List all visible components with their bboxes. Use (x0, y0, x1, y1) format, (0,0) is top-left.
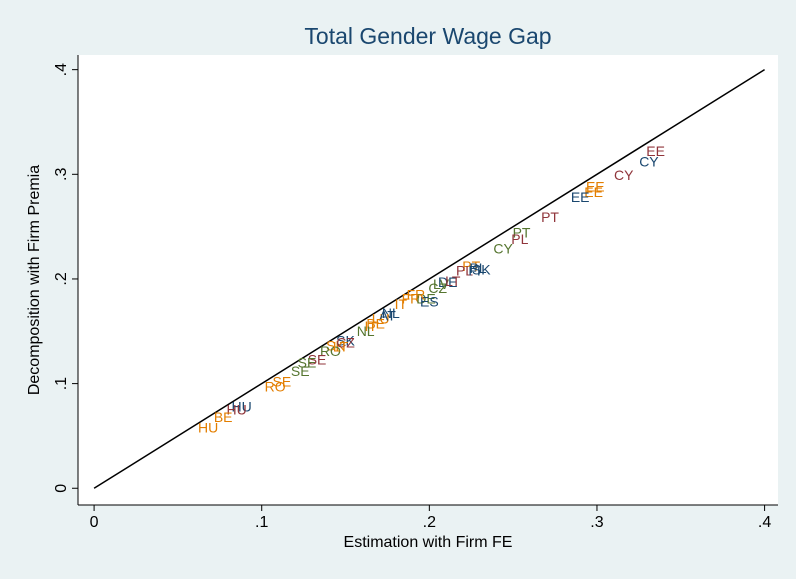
point-label: IT (395, 296, 408, 312)
x-tick-label: 0 (90, 514, 99, 531)
y-axis-title: Decomposition with Firm Premia (26, 165, 43, 395)
x-tick-label: .4 (758, 514, 771, 531)
point-label: SE (291, 363, 310, 379)
point-label: LU (372, 310, 390, 326)
y-tick-label: .4 (53, 63, 70, 76)
x-axis-title: Estimation with Firm FE (344, 534, 513, 551)
point-label: EE (646, 143, 665, 159)
point-label: LT (445, 273, 461, 289)
point-label: SK (326, 338, 345, 354)
x-tick-label: .1 (255, 514, 268, 531)
point-label: SK (336, 332, 355, 348)
point-label: HU (226, 402, 246, 418)
point-label: PL (511, 231, 528, 247)
point-label: FI (468, 262, 480, 278)
point-label: DE (438, 274, 457, 290)
point-label: RO (265, 378, 286, 394)
point-label: CY (614, 167, 634, 183)
point-label: SE (298, 354, 317, 370)
point-label: LV (433, 276, 450, 292)
point-label: HU (198, 419, 218, 435)
point-label: NL (382, 305, 400, 321)
y-tick-label: 0 (53, 484, 70, 493)
point-label: IT (364, 318, 377, 334)
point-label: ES (420, 294, 439, 310)
point-label: EE (571, 189, 590, 205)
point-label: HU (231, 398, 251, 414)
point-label: CZ (428, 280, 447, 296)
point-label: PL (469, 260, 486, 276)
point-label: BE (366, 316, 385, 332)
point-label: AT (379, 307, 396, 323)
point-label: EE (586, 179, 605, 195)
point-label: DE (416, 291, 435, 307)
y-tick-label: .3 (53, 168, 70, 181)
point-label: CY (493, 240, 513, 256)
point-label: PT (541, 209, 559, 225)
point-label: FR (407, 286, 426, 302)
point-label: CZ (336, 335, 355, 351)
point-label: SK (472, 261, 491, 277)
point-label: FR (402, 291, 421, 307)
y-tick-label: .1 (53, 377, 70, 390)
point-label: SE (272, 373, 291, 389)
point-label: PL (456, 262, 473, 278)
point-label: NL (357, 323, 375, 339)
chart-title: Total Gender Wage Gap (304, 23, 551, 49)
y-tick-label: .2 (53, 272, 70, 285)
point-label: LT (333, 339, 349, 355)
x-tick-label: .2 (423, 514, 436, 531)
point-label: PT (462, 258, 480, 274)
point-label: CY (639, 153, 659, 169)
point-label: EE (584, 184, 603, 200)
point-label: RO (320, 343, 341, 359)
x-tick-label: .3 (590, 514, 603, 531)
point-label: BE (214, 409, 233, 425)
point-label: SE (308, 351, 327, 367)
reference-line (93, 69, 765, 489)
point-label: PT (513, 225, 531, 241)
